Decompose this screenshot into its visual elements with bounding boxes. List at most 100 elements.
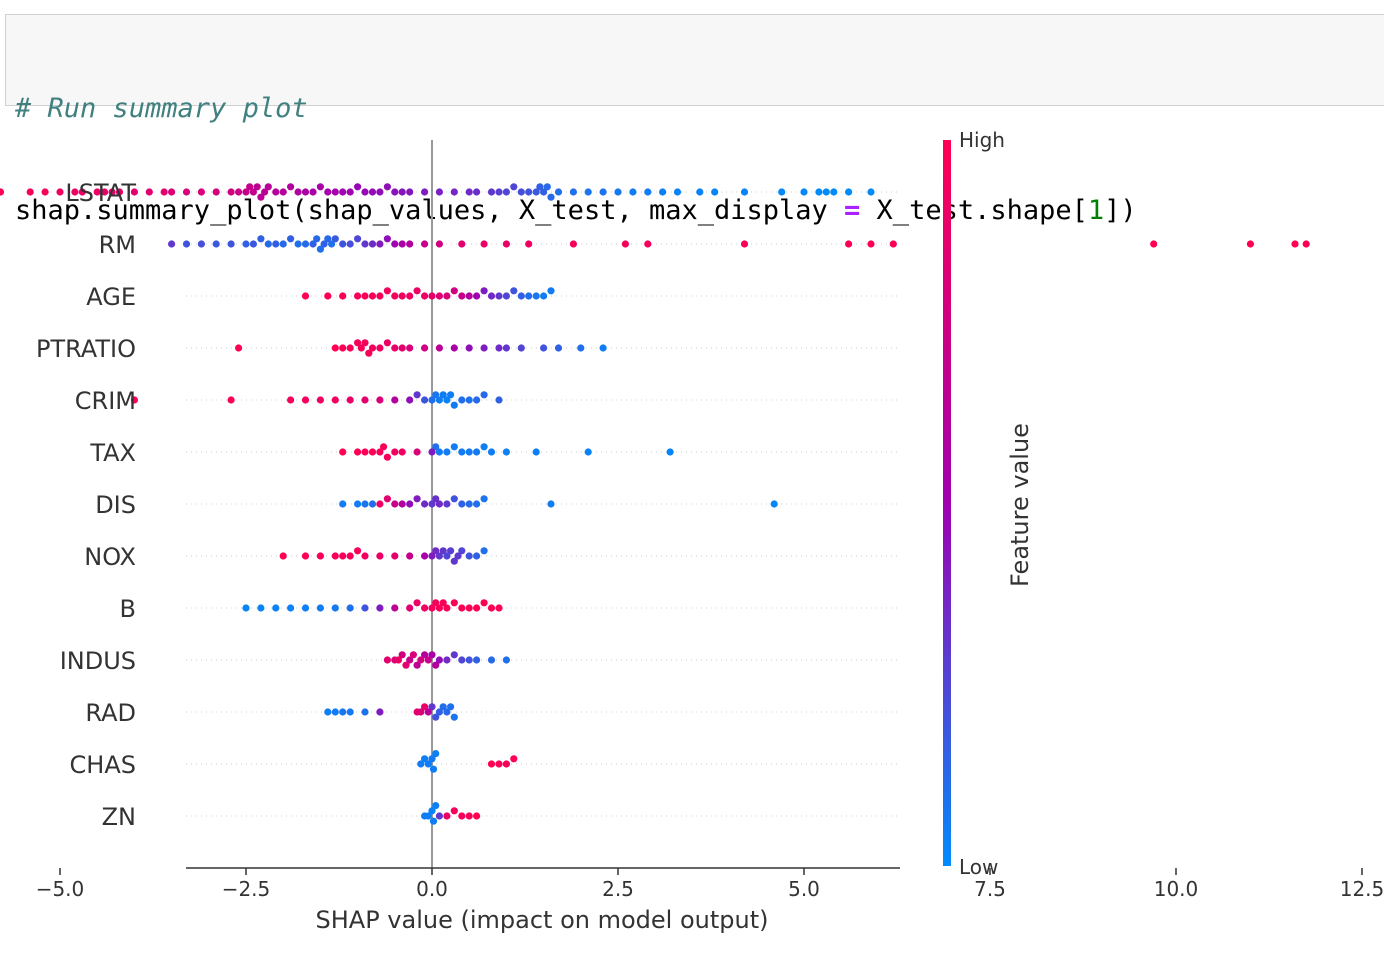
point-dis-20 (406, 500, 414, 508)
point-b-6 (435, 604, 443, 612)
point-nox-4 (458, 547, 466, 555)
point-rm-33 (279, 240, 287, 248)
point-rm-41 (361, 240, 369, 248)
point-nox-19 (361, 552, 369, 560)
point-lstat-33 (711, 188, 719, 196)
point-dis-0 (432, 495, 440, 503)
point-dis-8 (458, 500, 466, 508)
point-lstat-53 (145, 188, 153, 196)
point-lstat-71 (339, 188, 347, 196)
point-crim-1 (439, 391, 447, 399)
point-dis-2 (480, 495, 488, 503)
point-age-25 (376, 292, 384, 300)
point-crim-24 (421, 396, 429, 404)
point-age-27 (398, 292, 406, 300)
point-rad-16 (417, 708, 425, 716)
point-rm-45 (398, 240, 406, 248)
point-ptratio-20 (368, 344, 377, 352)
point-age-22 (354, 292, 362, 300)
point-chas-3 (510, 755, 518, 763)
point-rm-8 (435, 240, 443, 248)
point-tax-9 (465, 448, 473, 456)
point-rad-13 (361, 708, 369, 716)
point-tax-20 (376, 448, 384, 456)
point-rm-32 (272, 240, 280, 248)
feature-label-age: AGE (86, 283, 136, 311)
point-rm-19 (889, 240, 897, 248)
point-lstat-64 (272, 188, 280, 196)
point-chas-9 (417, 760, 425, 768)
feature-label-nox: NOX (84, 543, 136, 571)
point-lstat-57 (197, 188, 205, 196)
point-lstat-68 (309, 188, 317, 196)
point-b-17 (301, 604, 310, 612)
point-age-18 (540, 292, 548, 300)
point-ptratio-18 (346, 344, 354, 352)
colorbar-high-label: High (959, 128, 1005, 152)
point-crim-21 (376, 396, 384, 404)
point-lstat-75 (376, 188, 384, 196)
code-line-comment: # Run summary plot (15, 92, 1384, 126)
point-indus-16 (383, 656, 391, 664)
point-crim-13 (130, 396, 138, 404)
point-tax-13 (532, 448, 540, 456)
point-tax-2 (480, 443, 488, 451)
x-tick-label-1: −2.5 (222, 877, 271, 901)
point-b-22 (376, 604, 384, 612)
point-age-23 (361, 292, 369, 300)
point-crim-23 (406, 396, 414, 404)
point-lstat-65 (279, 188, 287, 196)
point-b-20 (346, 604, 354, 612)
point-ptratio-10 (517, 344, 525, 352)
point-rm-24 (168, 240, 176, 248)
feature-label-lstat: LSTAT (65, 179, 136, 207)
point-b-5 (428, 604, 436, 612)
point-crim-18 (331, 396, 339, 404)
point-b-23 (391, 604, 399, 612)
point-crim-6 (428, 396, 436, 404)
point-rm-40 (346, 240, 354, 248)
point-lstat-24 (569, 188, 578, 196)
point-crim-5 (413, 391, 421, 399)
point-rm-10 (480, 240, 488, 248)
point-age-10 (465, 292, 473, 300)
point-b-25 (421, 604, 429, 612)
point-lstat-1 (536, 183, 544, 191)
code-cell[interactable]: # Run summary plot shap.summary_plot(sha… (5, 14, 1384, 226)
point-lstat-18 (502, 188, 510, 196)
point-age-7 (435, 292, 443, 300)
point-ptratio-22 (391, 344, 399, 352)
point-age-11 (473, 292, 481, 300)
point-lstat-45 (56, 188, 64, 196)
point-rm-17 (845, 240, 853, 248)
point-lstat-14 (465, 188, 473, 196)
point-rm-0 (257, 235, 265, 243)
point-rm-44 (391, 240, 399, 248)
point-rad-6 (424, 708, 432, 716)
point-lstat-26 (599, 188, 607, 196)
point-dis-9 (465, 500, 473, 508)
point-zn-5 (435, 812, 443, 820)
point-tax-23 (413, 448, 421, 456)
point-lstat-23 (554, 188, 563, 196)
point-ptratio-4 (435, 344, 443, 352)
point-ptratio-14 (599, 344, 607, 352)
point-lstat-44 (41, 188, 49, 196)
x-tick-label-7: 12.5 (1340, 877, 1384, 901)
point-b-9 (465, 604, 473, 612)
point-rad-4 (450, 713, 458, 721)
point-nox-20 (376, 552, 384, 560)
point-rm-16 (740, 240, 749, 248)
point-lstat-73 (361, 188, 369, 196)
point-tax-17 (354, 448, 362, 456)
point-zn-1 (428, 807, 436, 815)
point-lstat-59 (227, 188, 235, 196)
point-chas-4 (421, 755, 429, 763)
feature-label-zn: ZN (102, 803, 136, 831)
point-tax-14 (584, 448, 592, 456)
point-rm-31 (264, 240, 272, 248)
point-tax-22 (398, 448, 406, 456)
point-indus-3 (398, 651, 406, 659)
point-indus-14 (487, 656, 496, 664)
point-rm-27 (212, 240, 220, 248)
